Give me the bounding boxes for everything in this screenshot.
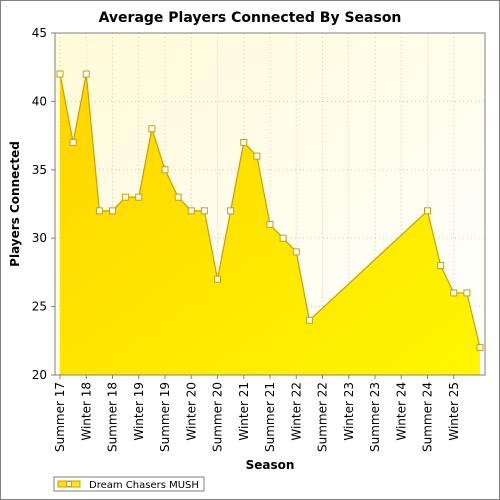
data-point [148,125,156,133]
x-tick-label: Summer 18 [106,382,120,452]
data-point [292,248,300,256]
legend-marker [66,481,72,487]
x-tick-label: Summer 20 [211,382,225,452]
data-point [69,138,77,146]
data-point [214,275,221,283]
x-tick-label: Winter 21 [237,382,251,441]
x-axis: Summer 17 Winter 18 Summer 18 Winter 19 Summ… [53,375,461,452]
data-point [463,289,471,297]
data-point [109,207,116,215]
x-tick-label: Summer 23 [368,382,382,452]
x-tick-label: Winter 22 [289,382,303,441]
x-tick-label: Winter 18 [79,382,93,441]
x-tick-label: Summer 17 [53,382,67,452]
data-point [135,193,143,201]
x-tick-label: Summer 19 [158,382,172,452]
y-tick-label: 40 [32,94,47,108]
data-point [424,207,431,215]
y-axis: 20 25 30 35 40 45 [32,26,55,382]
legend: Dream Chasers MUSH [53,476,205,492]
data-point [279,234,287,242]
y-tick-label: 30 [32,231,47,245]
x-tick-label: Summer 22 [316,382,330,452]
data-markers [56,70,484,352]
data-point [161,166,169,174]
x-tick-label: Winter 25 [447,382,461,441]
x-axis-title: Season [246,458,295,472]
data-point [240,138,248,146]
data-point [227,207,235,215]
y-axis-title: Players Connected [8,141,22,267]
data-point [122,193,130,201]
x-tick-label: Winter 24 [394,382,408,441]
legend-label: Dream Chasers MUSH [89,480,199,491]
data-point [450,289,458,297]
data-point [82,70,90,78]
area-fill [60,74,480,375]
data-point [56,70,64,78]
data-point [305,316,313,324]
y-tick-label: 35 [32,163,47,177]
chart-title: Average Players Connected By Season [99,10,402,26]
y-tick-label: 25 [32,300,47,314]
data-point [187,207,195,215]
x-tick-label: Summer 24 [421,382,435,452]
data-point [253,152,261,160]
data-point [476,344,484,352]
data-point [266,221,274,229]
data-point [437,262,445,270]
x-tick-label: Winter 23 [342,382,356,441]
legend-box [53,476,205,492]
data-point [174,193,182,201]
data-point [200,207,208,215]
y-tick-label: 20 [32,368,47,382]
x-tick-label: Winter 19 [132,382,146,441]
x-tick-label: Winter 20 [184,382,198,441]
y-tick-label: 45 [32,26,47,40]
x-tick-label: Summer 21 [263,382,277,452]
data-point [95,207,103,215]
